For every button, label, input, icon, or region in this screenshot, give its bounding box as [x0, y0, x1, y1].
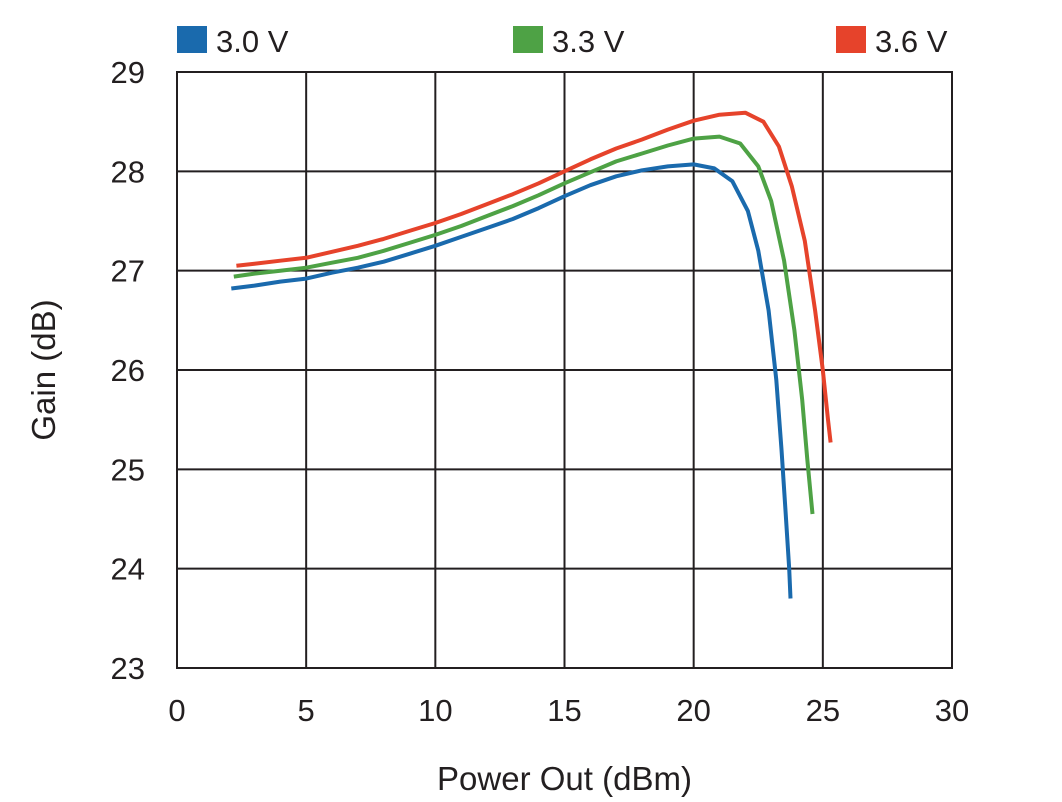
x-tick-label: 25: [806, 693, 840, 728]
y-tick-label: 28: [111, 154, 145, 189]
x-tick-label: 10: [418, 693, 452, 728]
x-axis-title: Power Out (dBm): [437, 760, 692, 797]
legend-item: 3.0 V: [177, 24, 289, 59]
legend-swatch: [513, 26, 543, 53]
y-tick-label: 29: [111, 55, 145, 90]
legend: 3.0 V 3.3 V 3.6 V: [177, 24, 948, 59]
y-tick-label: 27: [111, 254, 145, 289]
y-tick-labels: 23 24 25 26 27 28 29: [111, 55, 145, 686]
x-tick-label: 20: [676, 693, 710, 728]
legend-swatch: [177, 26, 207, 53]
legend-item: 3.6 V: [836, 24, 948, 59]
x-tick-label: 15: [547, 693, 581, 728]
grid-lines: [176, 71, 953, 669]
y-tick-label: 23: [111, 651, 145, 686]
legend-swatch: [836, 26, 866, 53]
legend-label: 3.6 V: [875, 24, 948, 59]
legend-label: 3.3 V: [552, 24, 625, 59]
series-line-3-3-v: [233, 134, 815, 515]
x-tick-labels: 0 5 10 15 20 25 30: [168, 693, 969, 728]
x-tick-label: 30: [935, 693, 969, 728]
plot-frame: [176, 71, 953, 669]
series-line-3-0-v: [231, 162, 793, 599]
y-axis-title: Gain (dB): [25, 299, 62, 440]
x-tick-label: 5: [298, 693, 315, 728]
legend-label: 3.0 V: [216, 24, 289, 59]
legend-item: 3.3 V: [513, 24, 625, 59]
y-tick-label: 26: [111, 353, 145, 388]
y-tick-label: 24: [111, 552, 145, 587]
x-tick-label: 0: [168, 693, 185, 728]
series-line-3-6-v: [236, 110, 833, 443]
y-tick-label: 25: [111, 452, 145, 487]
series-lines: [231, 110, 833, 599]
